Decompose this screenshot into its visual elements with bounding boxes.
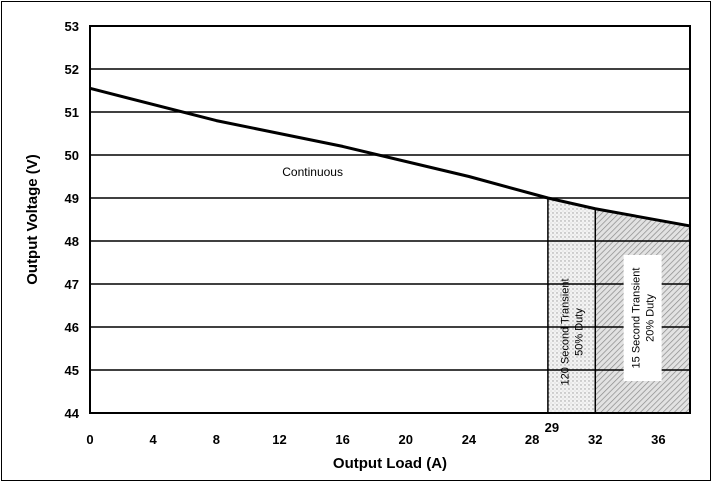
y-tick-label: 51 [65, 105, 79, 120]
x-tick-label: 4 [150, 432, 158, 447]
region-labels: 120 Second Transient 50% Duty 15 Second Tr… [560, 255, 662, 386]
annotation-continuous: Continuous [282, 165, 343, 179]
x-tick-label: 32 [588, 432, 602, 447]
y-gridlines [90, 68, 690, 371]
region-label-line: 15 Second Transient [631, 268, 643, 369]
y-tick-label: 46 [65, 320, 79, 335]
x-tick-label: 20 [399, 432, 413, 447]
y-tick-label: 53 [65, 19, 79, 34]
x-tick-label: 24 [462, 432, 477, 447]
x-tick-label: 28 [525, 432, 539, 447]
y-tick-label: 44 [65, 406, 80, 421]
x-tick-label: 16 [335, 432, 349, 447]
x-tick-label: 8 [213, 432, 220, 447]
x-tick-label: 0 [86, 432, 93, 447]
region-label-line: 20% Duty [645, 294, 657, 342]
region-1-label: 120 Second Transient 50% Duty [560, 278, 586, 385]
region-2-label: 15 Second Transient 20% Duty [623, 255, 662, 381]
annotations: Continuous [282, 165, 343, 179]
plot-area-border [89, 25, 691, 414]
y-tick-label: 47 [65, 277, 79, 292]
y-tick-labels: 44 45 46 47 48 49 50 51 52 53 [65, 19, 80, 421]
x-axis-title: Output Load (A) [333, 455, 447, 472]
y-tick-label: 52 [65, 62, 79, 77]
y-tick-label: 49 [65, 191, 79, 206]
region-label-line: 120 Second Transient [560, 278, 572, 385]
region-label-line: 50% Duty [574, 308, 586, 356]
series-line-1 [89, 86, 691, 228]
y-tick-label: 48 [65, 234, 79, 249]
y-tick-label: 45 [65, 363, 79, 378]
x-tick-label: 36 [651, 432, 665, 447]
y-axis-title: Output Voltage (V) [24, 154, 41, 285]
y-tick-label: 50 [65, 148, 79, 163]
x-tick-label: 12 [272, 432, 286, 447]
series-layer [89, 86, 691, 228]
x-tick-label: 29 [545, 420, 559, 435]
x-tick-labels: 0 4 8 12 16 20 24 28 29 32 36 [86, 420, 665, 447]
region-1 [547, 198, 596, 413]
region-label-box [623, 255, 662, 381]
